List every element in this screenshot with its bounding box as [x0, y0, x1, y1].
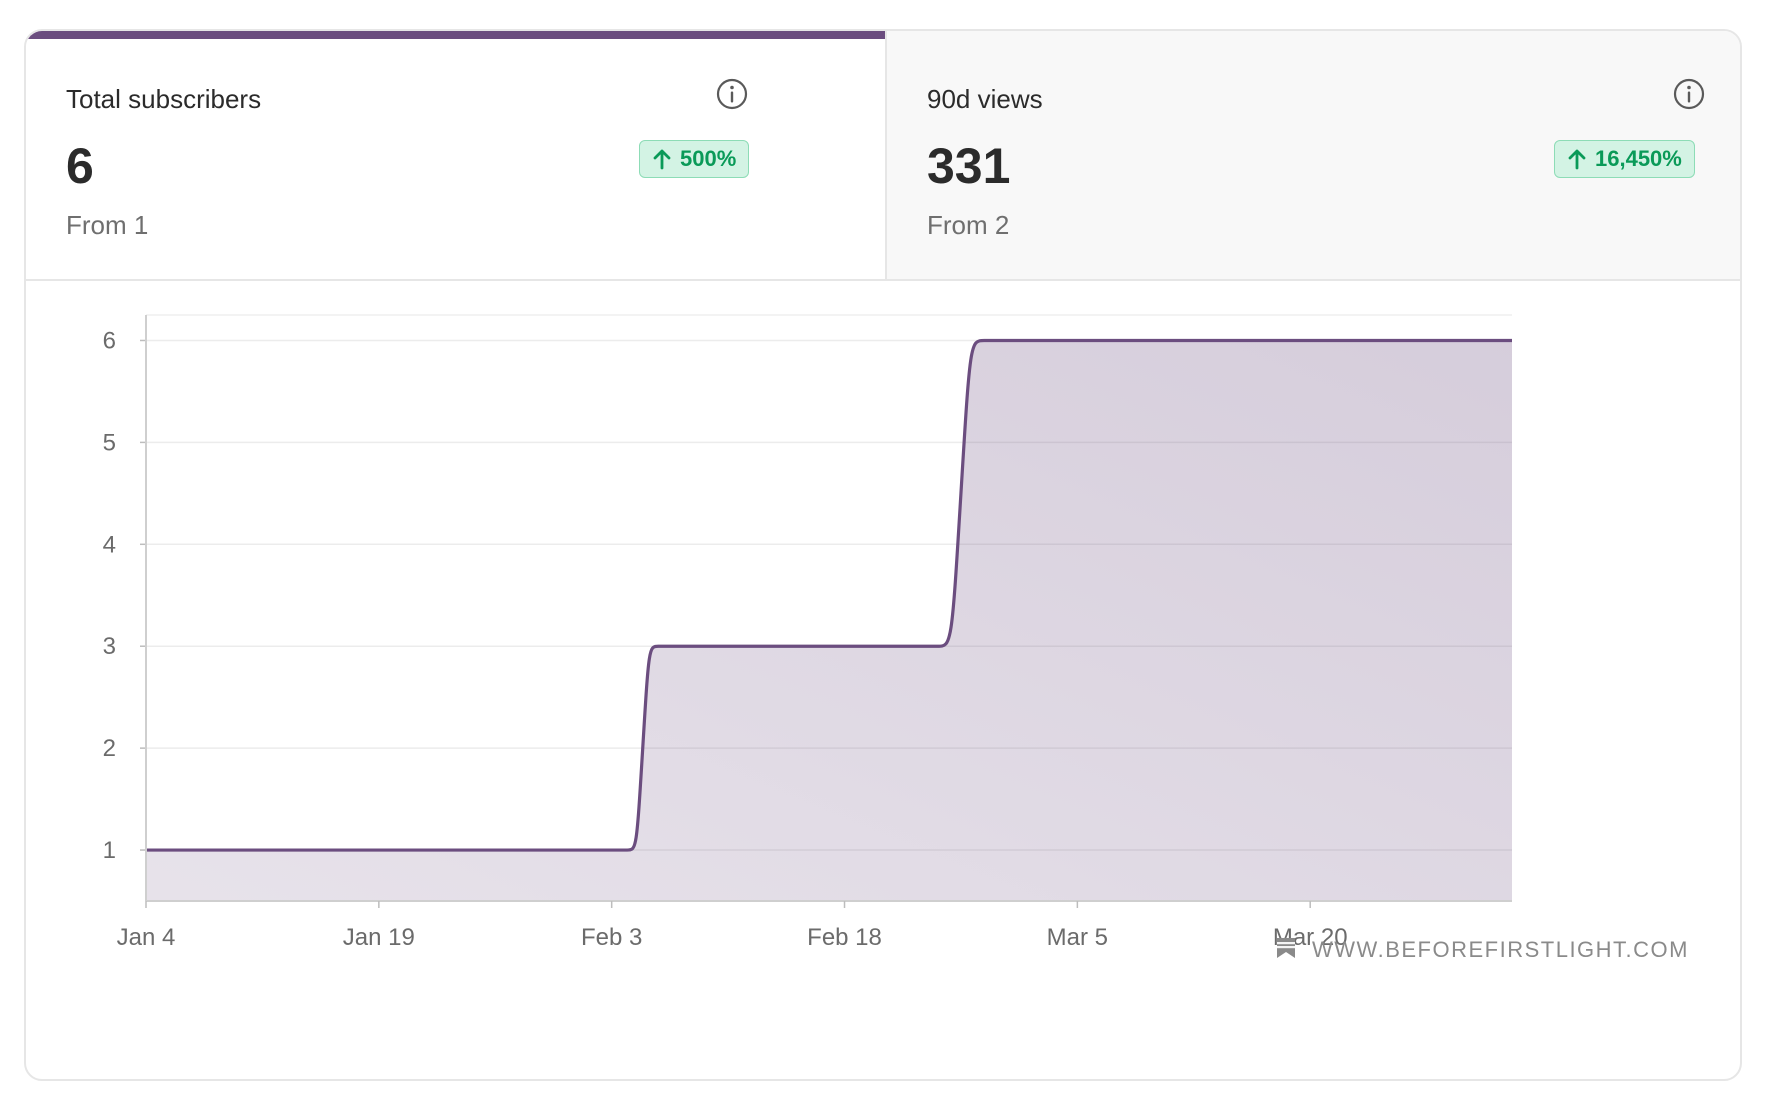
- tab-90d-views[interactable]: 90d views 331 From 2 16,450%: [885, 31, 1740, 279]
- info-icon[interactable]: [715, 77, 749, 111]
- metric-previous: From 1: [66, 210, 149, 240]
- watermark-text: WWW.BEFOREFIRSTLIGHT.COM: [1312, 937, 1689, 962]
- tab-title: Total subscribers: [66, 84, 262, 114]
- x-tick-label: Feb 3: [581, 924, 642, 951]
- tab-total-subscribers[interactable]: Total subscribers 6 From 1 500%: [26, 31, 885, 279]
- watermark: WWW.BEFOREFIRSTLIGHT.COM: [1277, 937, 1689, 962]
- arrow-up-icon: [653, 149, 671, 170]
- y-tick-label: 1: [103, 837, 116, 864]
- metric-value: 6: [66, 138, 94, 194]
- arrow-up-icon: [1568, 149, 1586, 170]
- x-tick-label: Jan 19: [343, 924, 415, 951]
- change-badge: 16,450%: [1554, 140, 1695, 178]
- change-value: 500%: [680, 146, 737, 171]
- subscribers-card: Total subscribers 6 From 1 500% 90d view…: [24, 29, 1742, 1081]
- change-value: 16,450%: [1595, 146, 1682, 171]
- tab-title: 90d views: [927, 84, 1043, 114]
- y-tick-label: 4: [103, 531, 116, 558]
- y-tick-label: 2: [103, 735, 116, 762]
- info-icon[interactable]: [1672, 77, 1706, 111]
- chart-area: 1 2 3 4 5 6 Jan 4 Jan 19 Feb 3 Feb 18 Mar 5 Mar 20 …: [26, 281, 1740, 1079]
- x-tick-label: Feb 18: [807, 924, 882, 951]
- series-area: [146, 340, 1512, 901]
- y-tick-label: 3: [103, 633, 116, 660]
- metric-value: 331: [927, 138, 1011, 194]
- series-line: [146, 338, 1512, 852]
- y-tick-label: 5: [103, 429, 116, 456]
- metric-tabs: Total subscribers 6 From 1 500% 90d view…: [26, 31, 1740, 281]
- x-tick-label: Jan 4: [117, 924, 176, 951]
- change-badge: 500%: [639, 140, 750, 178]
- x-tick-label: Mar 5: [1047, 924, 1108, 951]
- bookmark-icon: [1277, 938, 1295, 958]
- y-tick-label: 6: [103, 327, 116, 354]
- metric-previous: From 2: [927, 210, 1010, 240]
